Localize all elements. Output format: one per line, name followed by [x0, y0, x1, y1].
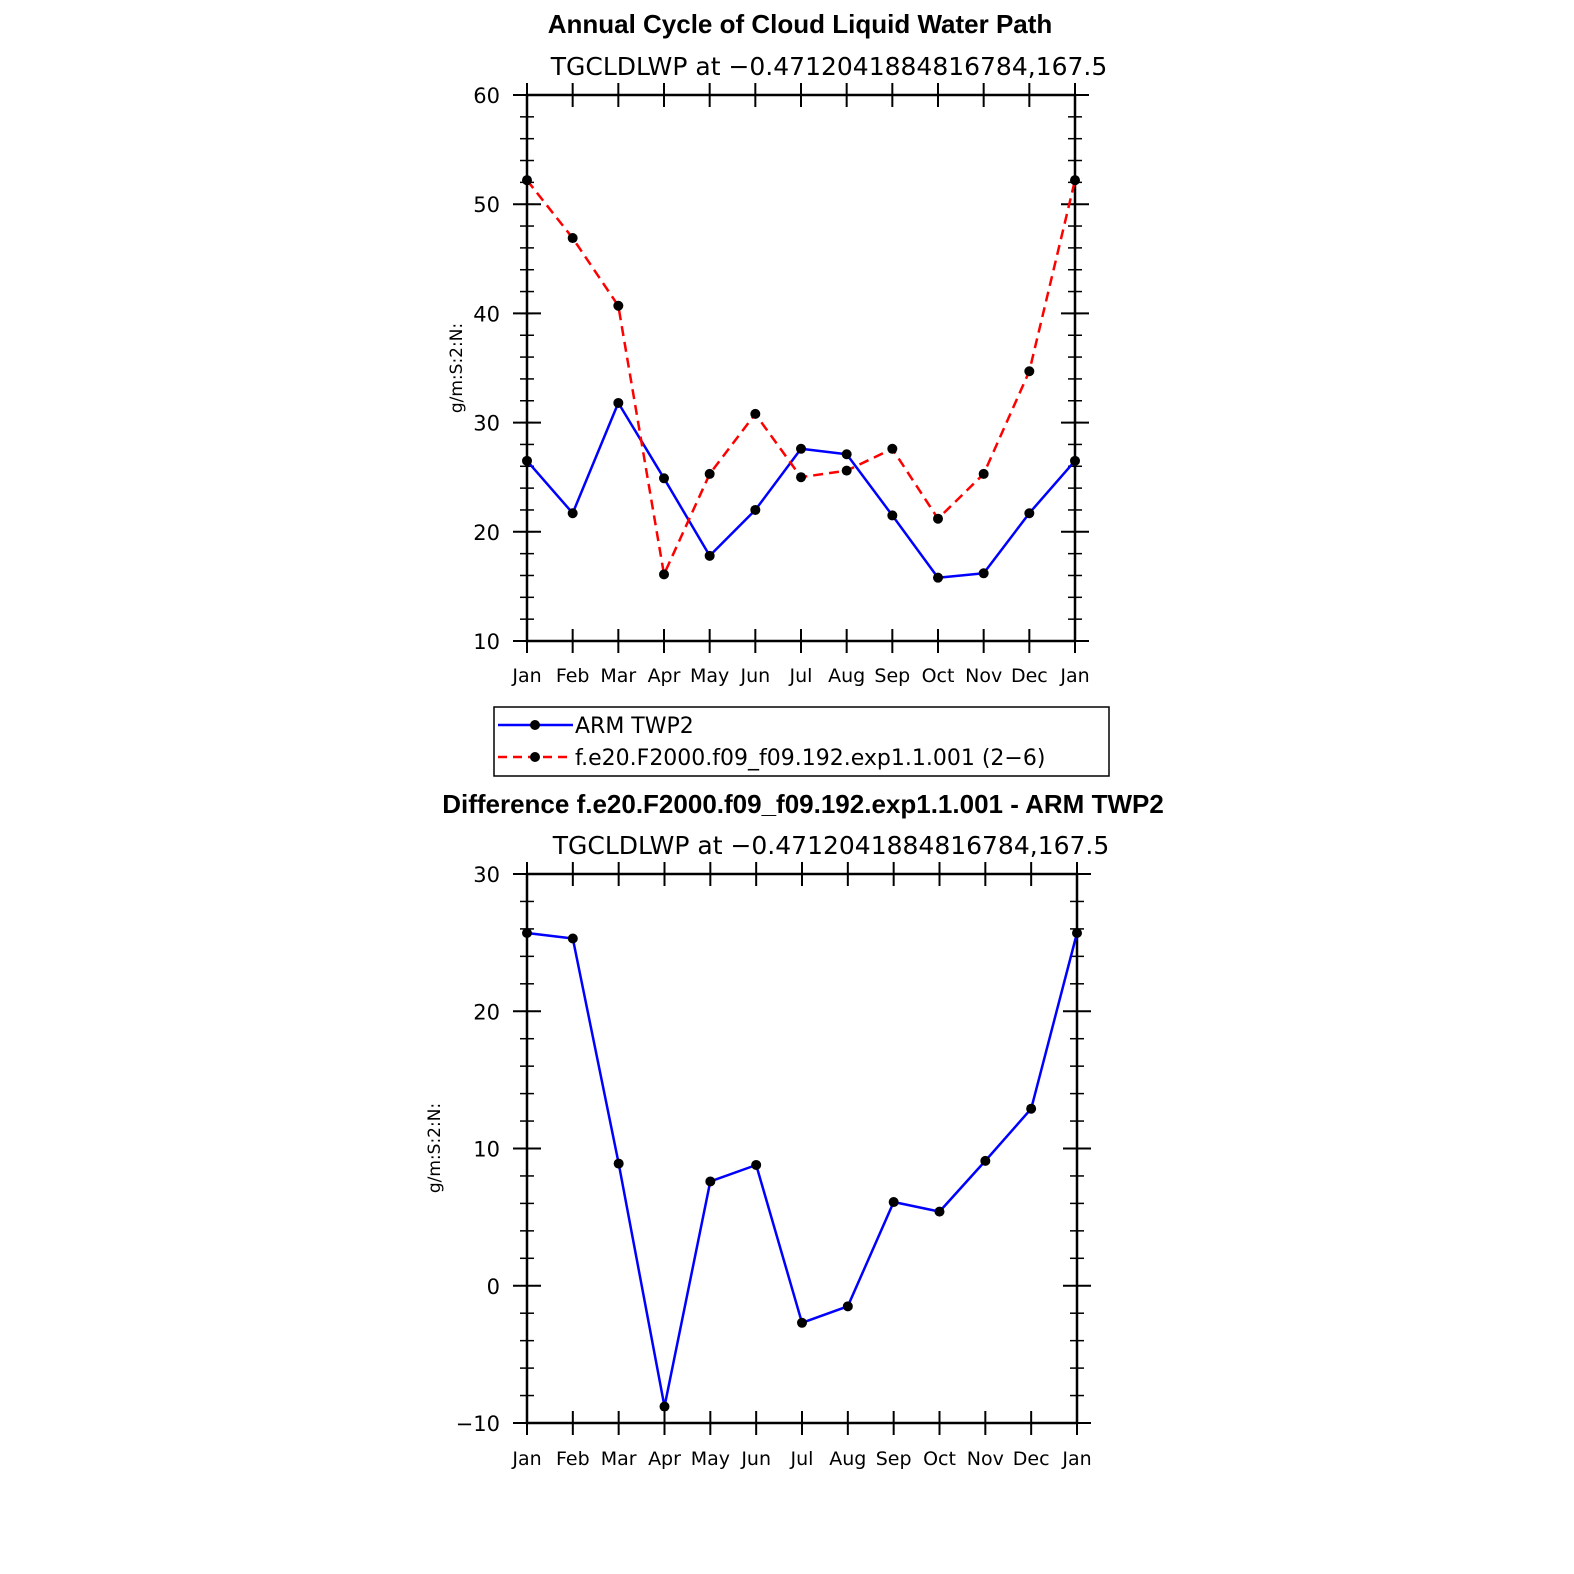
- chart-subtitle: TGCLDLWP at −0.4712041884816784,167.5: [550, 52, 1108, 81]
- plot-area: −10 0 10 20 30 Jan Feb Mar Apr May Jun Jul Aug Sep Oct…: [456, 862, 1092, 1470]
- chart-title: Annual Cycle of Cloud Liquid Water Path: [548, 9, 1053, 39]
- x-tick-label: Oct: [922, 665, 955, 687]
- series-0-point: [887, 510, 898, 521]
- x-tick-label: Jun: [740, 1448, 771, 1470]
- x-tick-label: Nov: [967, 1448, 1004, 1470]
- series-0-point: [1026, 1103, 1037, 1114]
- y-tick-label: 10: [473, 1138, 500, 1162]
- x-tick-label: Sep: [876, 1448, 912, 1470]
- x-tick-label: Dec: [1013, 1448, 1050, 1470]
- series-0-point: [841, 449, 852, 460]
- series-1-point: [567, 233, 578, 244]
- series-0-point: [751, 1159, 762, 1170]
- series-0-point: [797, 1317, 807, 1328]
- series-1-point: [659, 569, 669, 580]
- series-0-point: [888, 1197, 899, 1208]
- x-tick-label: Feb: [556, 1448, 590, 1470]
- series-0-point: [980, 1155, 991, 1166]
- series-1-point: [841, 465, 852, 476]
- series-1-point: [887, 443, 898, 454]
- x-tick-label: Sep: [874, 665, 910, 687]
- series-line-1: [526, 179, 1077, 576]
- legend-box: [493, 706, 1110, 777]
- series-0-point: [567, 933, 578, 944]
- series-0-point: [1024, 508, 1035, 519]
- legend-label-model: f.e20.F2000.f09_f09.192.exp1.1.001 (2−6): [575, 746, 1045, 771]
- y-tick-label: 60: [473, 84, 500, 108]
- series-0-point: [613, 397, 624, 408]
- y-tick-label: 30: [473, 863, 500, 887]
- series-1-point: [978, 468, 989, 479]
- series-0-point: [659, 1401, 670, 1412]
- x-tick-label: Jun: [739, 665, 770, 687]
- x-tick-label: Jul: [789, 665, 813, 687]
- plot-frame: [525, 872, 1079, 1425]
- x-tick-label: Feb: [556, 665, 590, 687]
- series-0-point: [522, 928, 532, 939]
- series-1-point: [613, 300, 624, 311]
- series-0-point: [705, 1176, 716, 1187]
- y-tick-label: 10: [473, 630, 500, 654]
- series-1-point: [750, 408, 761, 419]
- series-0-point: [750, 504, 761, 515]
- series-0-point: [613, 1158, 624, 1169]
- series-1-point: [933, 513, 943, 524]
- y-tick-label: 40: [473, 302, 500, 326]
- legend: ARM TWP2 f.e20.F2000.f09_f09.192.exp1.1.…: [493, 706, 1110, 777]
- x-tick-label: Aug: [829, 1448, 866, 1470]
- x-tick-label: Jul: [790, 1448, 814, 1470]
- x-tick-label: Mar: [601, 1448, 637, 1470]
- legend-marker-model: [530, 752, 540, 762]
- x-tick-label: Apr: [648, 665, 681, 687]
- x-tick-label: Oct: [923, 1448, 956, 1470]
- x-tick-label: Dec: [1011, 665, 1048, 687]
- series-1-point: [1070, 175, 1080, 186]
- series-0-point: [567, 508, 578, 519]
- y-tick-label: 50: [473, 193, 500, 217]
- x-tick-label: Jan: [1061, 1448, 1091, 1470]
- series-1-point: [522, 175, 532, 186]
- plot-area: 10 20 30 40 50 60 Jan Feb Mar Apr May Jun Jul Aug Sep O…: [473, 83, 1090, 687]
- series-1-point: [704, 468, 715, 479]
- y-tick-label: 0: [487, 1275, 500, 1299]
- series-0-point: [659, 473, 669, 484]
- y-axis-title: g/m:S:2:N:: [425, 1103, 445, 1193]
- series-0-point: [704, 550, 715, 561]
- x-tick-label: May: [691, 1448, 730, 1470]
- x-tick-label: May: [690, 665, 729, 687]
- y-tick-label: 30: [473, 412, 500, 436]
- x-tick-label: Jan: [511, 665, 541, 687]
- series-0-point: [522, 455, 532, 466]
- x-tick-label: Jan: [1059, 665, 1089, 687]
- series-1-point: [1024, 366, 1035, 377]
- y-tick-label: −10: [456, 1412, 500, 1436]
- y-tick-label: 20: [473, 521, 500, 545]
- series-line-0: [526, 931, 1079, 1408]
- x-tick-label: Aug: [828, 665, 865, 687]
- series-0-point: [842, 1301, 853, 1312]
- series-0-point: [796, 443, 806, 454]
- x-tick-label: Mar: [600, 665, 636, 687]
- difference-panel: Difference f.e20.F2000.f09_f09.192.exp1.…: [425, 789, 1164, 1470]
- series-0-point: [933, 572, 943, 583]
- series-0-point: [1072, 928, 1082, 939]
- y-axis-title: g/m:S:2:N:: [447, 323, 467, 413]
- x-tick-label: Nov: [965, 665, 1002, 687]
- series-0-point: [978, 568, 989, 579]
- legend-label-arm: ARM TWP2: [575, 714, 694, 739]
- annual-cycle-panel: Annual Cycle of Cloud Liquid Water Path …: [447, 9, 1110, 777]
- plot-frame: [525, 93, 1077, 643]
- chart-title: Difference f.e20.F2000.f09_f09.192.exp1.…: [442, 789, 1164, 819]
- series-1-point: [796, 472, 806, 483]
- x-tick-label: Apr: [648, 1448, 681, 1470]
- x-tick-label: Jan: [511, 1448, 541, 1470]
- chart-subtitle: TGCLDLWP at −0.4712041884816784,167.5: [552, 831, 1110, 860]
- legend-marker-arm: [530, 720, 540, 730]
- series-line-0: [526, 401, 1076, 579]
- series-0-point: [1070, 455, 1080, 466]
- series-0-point: [934, 1206, 945, 1217]
- y-tick-label: 20: [473, 1000, 500, 1024]
